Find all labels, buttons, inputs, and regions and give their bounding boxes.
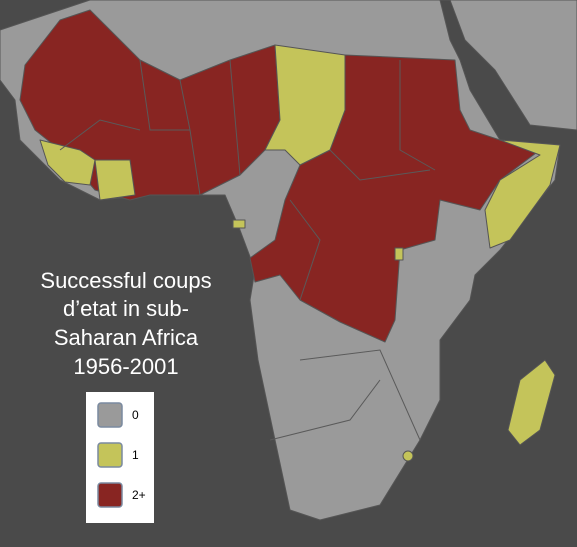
legend-label: 1: [132, 448, 139, 462]
legend-label: 0: [132, 408, 139, 422]
region-2plus: [249, 54, 541, 343]
legend-swatch: [97, 482, 123, 508]
legend-label: 2+: [132, 488, 146, 502]
region-one: [232, 219, 246, 229]
title-line: Saharan Africa: [54, 325, 199, 350]
region-one: [484, 139, 561, 249]
region-one: [94, 159, 136, 201]
legend: 0 1 2+: [97, 402, 146, 508]
title-line: 1956-2001: [73, 354, 178, 379]
legend-swatch: [97, 402, 123, 428]
region-one: [507, 359, 556, 446]
region-one: [402, 450, 414, 462]
region-one: [264, 44, 346, 166]
title-line: d’etat in sub-: [63, 296, 189, 321]
region-one: [394, 247, 404, 261]
title-line: Successful coups: [40, 268, 211, 293]
legend-swatch: [97, 442, 123, 468]
border: [59, 59, 436, 441]
title: Successful coups d’etat in sub- Saharan …: [40, 268, 211, 379]
region-one: [39, 139, 96, 186]
